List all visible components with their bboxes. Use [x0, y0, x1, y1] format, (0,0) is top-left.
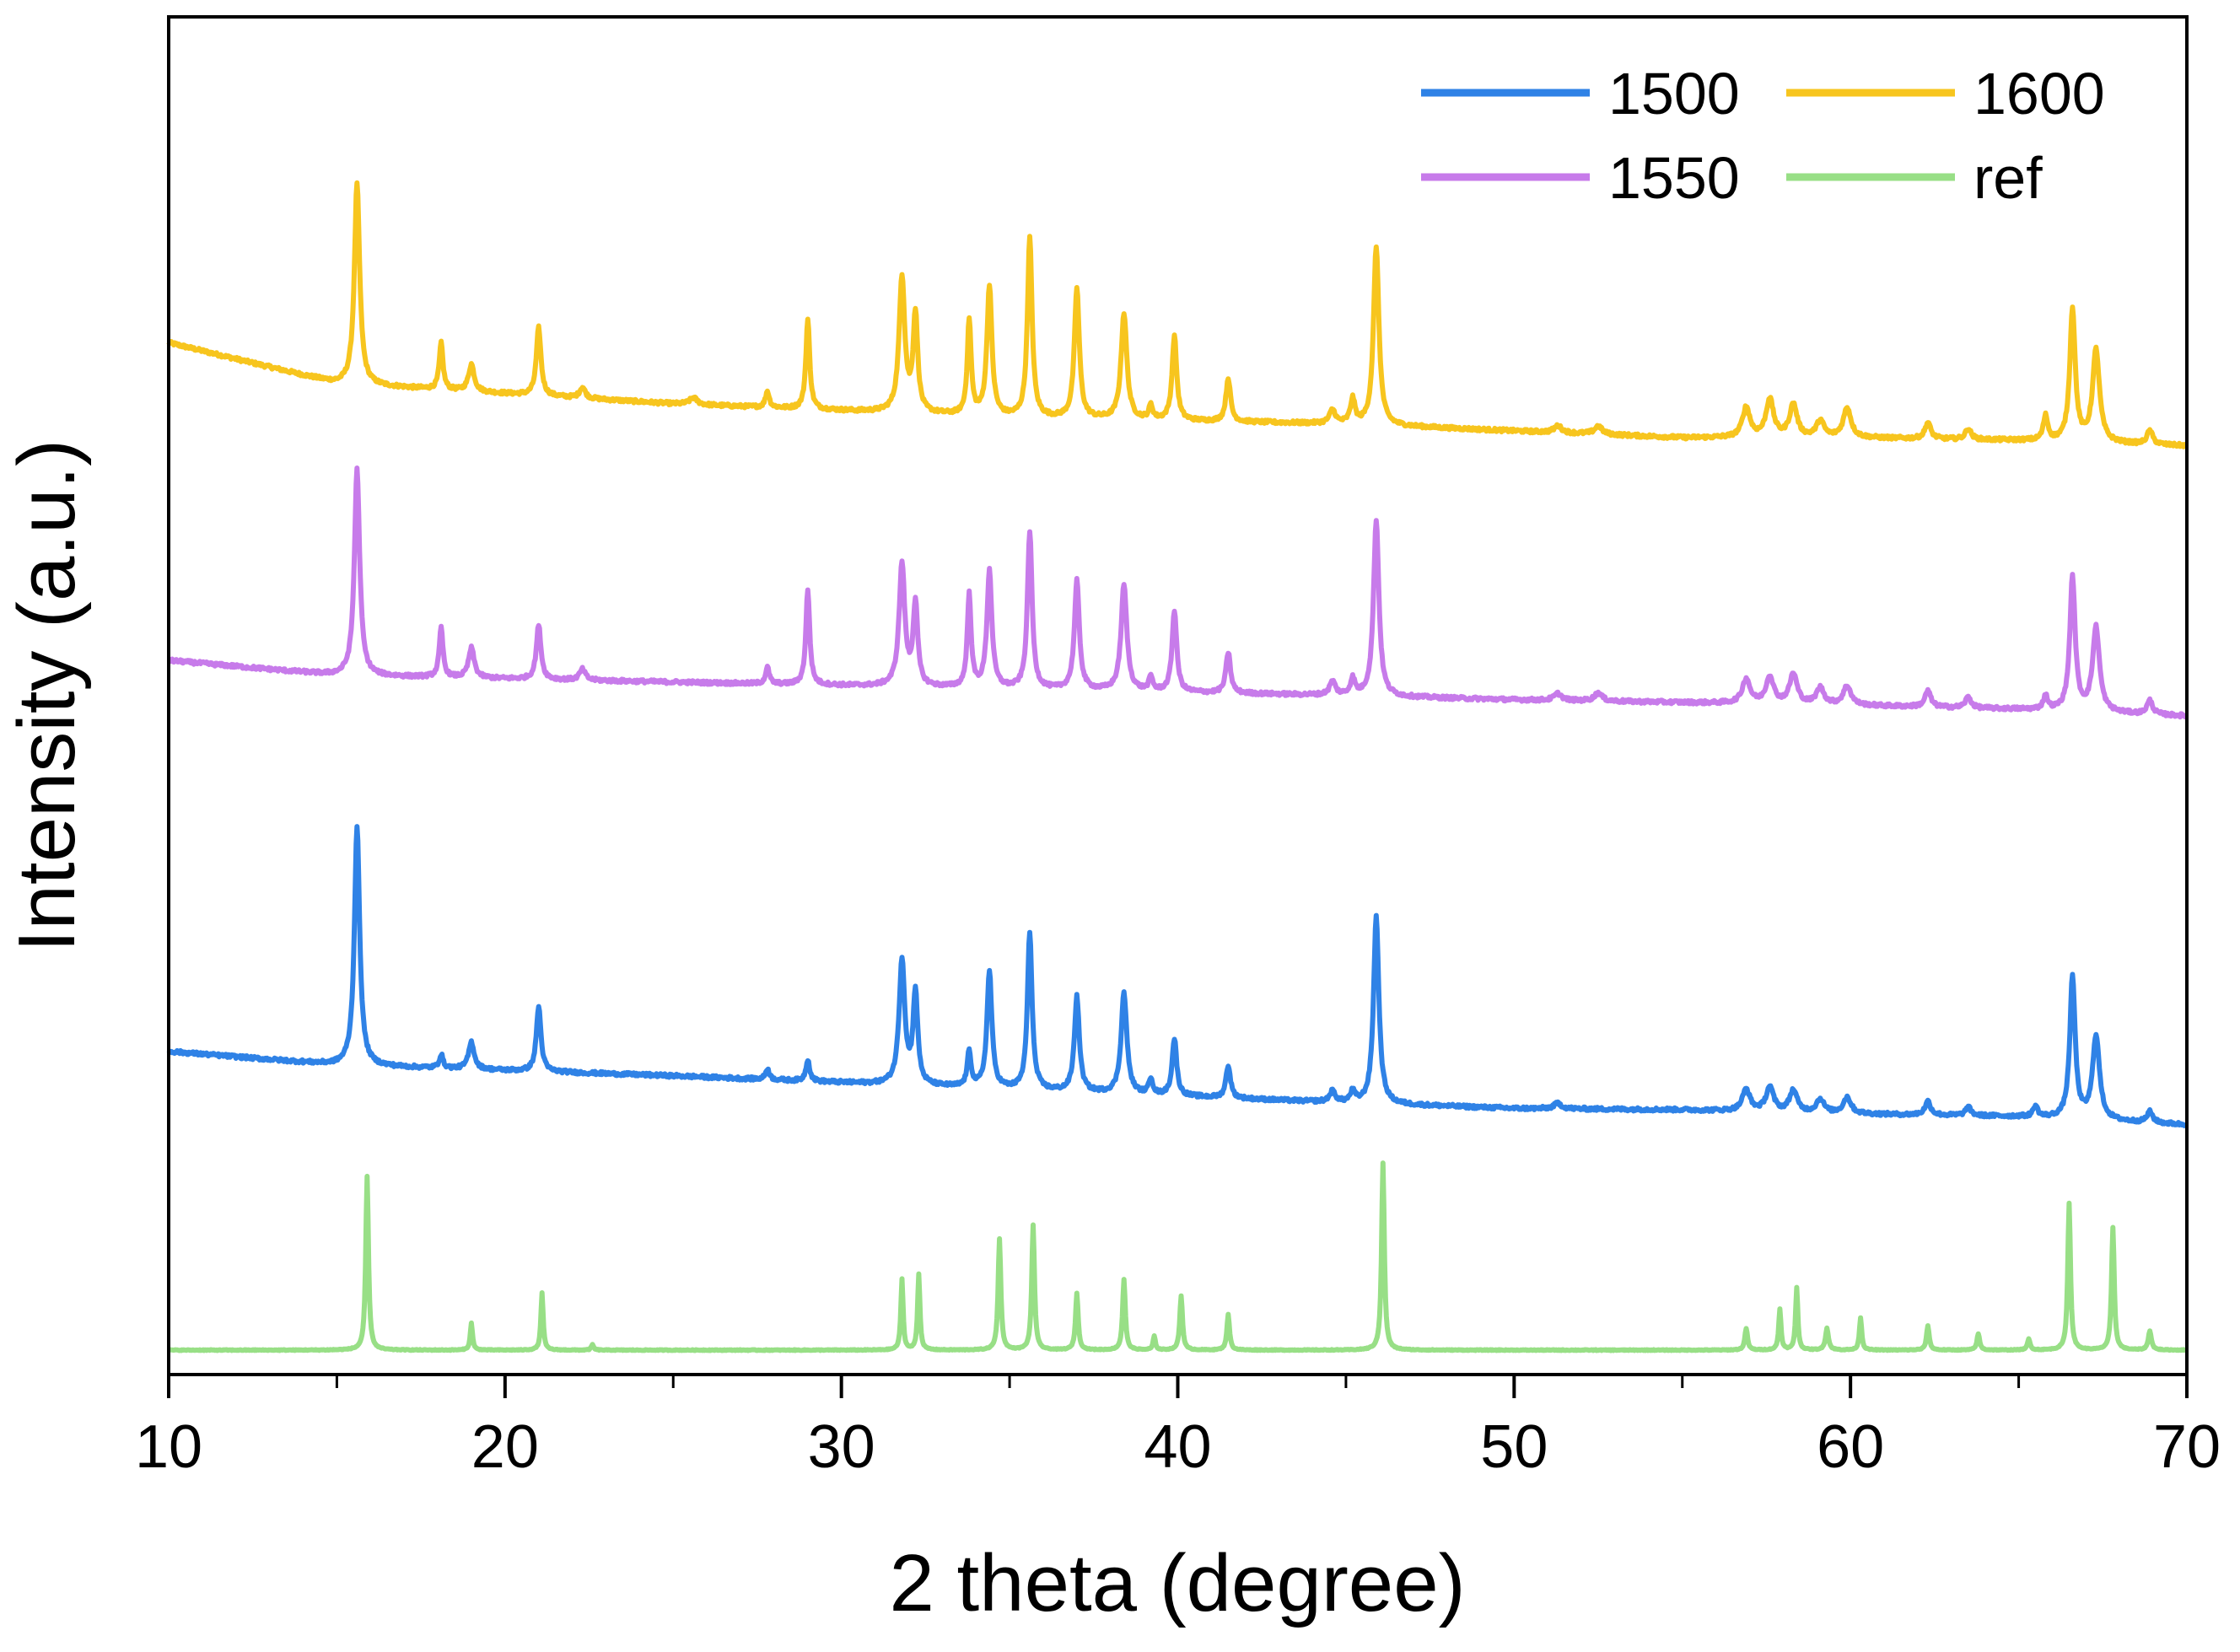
x-tick-label: 20 — [471, 1413, 539, 1481]
series-layer — [166, 180, 2189, 1353]
legend-label-ref: ref — [1973, 145, 2043, 211]
x-tick-label: 40 — [1144, 1413, 1211, 1481]
legend-label-1550: 1550 — [1608, 145, 1740, 211]
x-tick-label: 60 — [1817, 1413, 1884, 1481]
x-tick-label: 10 — [135, 1413, 202, 1481]
series-line-ref — [167, 1160, 2189, 1353]
x-tick-label: 30 — [808, 1413, 875, 1481]
legend: 1500 1600 1550 ref — [1421, 61, 2105, 211]
x-axis-title: 2 theta (degree) — [889, 1538, 1465, 1628]
legend-label-1500: 1500 — [1608, 61, 1740, 126]
series-line-1600 — [166, 180, 2189, 449]
series-line-1550 — [167, 465, 2189, 720]
y-axis-title: Intensity (a.u.) — [2, 439, 92, 952]
legend-label-1600: 1600 — [1973, 61, 2105, 126]
x-axis: 10 20 30 40 50 60 70 — [135, 1375, 2221, 1481]
series-line-1500 — [166, 824, 2189, 1128]
x-tick-label: 70 — [2153, 1413, 2221, 1481]
x-tick-label: 50 — [1480, 1413, 1548, 1481]
